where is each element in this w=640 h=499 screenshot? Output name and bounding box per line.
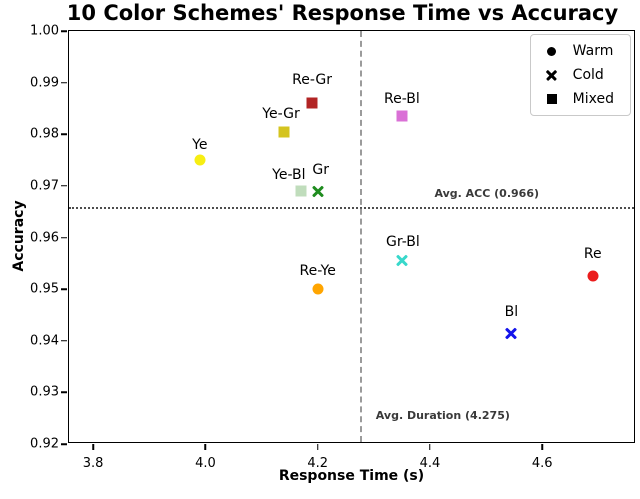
y-tick-mark: [61, 443, 67, 445]
circle-icon: [543, 43, 561, 59]
point-label-gr: Gr: [312, 162, 329, 179]
x-tick-mark: [204, 444, 207, 450]
x-tick-label: 4.6: [531, 456, 553, 471]
x-tick-mark: [429, 444, 431, 450]
x-axis-label: Response Time (s): [278, 468, 425, 484]
y-tick-mark: [61, 340, 67, 342]
point-label-ye-bl: Ye-Bl: [272, 167, 306, 184]
x-tick-mark: [541, 444, 543, 450]
y-tick-label: 0.94: [30, 333, 59, 349]
y-tick-mark: [61, 391, 67, 394]
data-point-re: [587, 270, 599, 282]
point-label-re-ye: Re-Ye: [299, 263, 336, 280]
legend: Warm Cold Mixed: [529, 34, 631, 116]
point-label-bl: Bl: [504, 304, 519, 320]
x-icon: [543, 67, 561, 83]
legend-label-cold: Cold: [572, 67, 604, 83]
legend-x-glyph: [545, 69, 558, 82]
point-label-ye: Ye: [192, 137, 208, 154]
point-label-re-bl: Re-Bl: [384, 91, 420, 108]
data-point-re-bl: [396, 110, 408, 122]
point-label-re: Re: [583, 246, 602, 263]
y-tick-mark: [61, 288, 67, 290]
legend-label-warm: Warm: [572, 43, 614, 59]
legend-entry-cold: Cold: [543, 67, 614, 83]
y-tick-mark: [61, 236, 67, 239]
data-point-ye-bl: [295, 185, 307, 197]
plot-area: 3.8 4.0 4.2 4.4 4.6 1.00 0.99 0.98 0.97 0.96 0.95 0…: [30, 24, 635, 471]
y-tick-mark: [61, 185, 67, 187]
legend-entry-mixed: Mixed: [543, 91, 614, 107]
y-tick-mark: [61, 30, 67, 32]
x-tick-label: 4.4: [419, 456, 441, 471]
x-tick-label: 4.2: [307, 456, 329, 471]
chart-title: 10 Color Schemes' Response Time vs Accur…: [66, 1, 619, 25]
data-point-ye: [194, 154, 206, 166]
data-point-bl: [504, 326, 518, 340]
data-point-ye-gr: [278, 126, 290, 138]
legend-circle-glyph: [547, 46, 557, 56]
y-tick-label: 0.93: [30, 384, 59, 400]
x-tick-label: 3.8: [82, 456, 104, 471]
avg-acc-line: [69, 206, 634, 209]
y-tick-label: 0.92: [30, 436, 59, 452]
legend-label-mixed: Mixed: [572, 91, 614, 107]
y-tick-label: 0.95: [30, 281, 59, 297]
point-label-gr-bl: Gr-Bl: [386, 233, 420, 250]
legend-entry-warm: Warm: [543, 43, 614, 59]
y-tick-label: 0.99: [30, 75, 59, 91]
x-tick-mark: [92, 444, 94, 450]
y-tick-label: 0.96: [30, 230, 59, 245]
y-tick-label: 0.98: [30, 126, 59, 142]
x-tick-mark: [316, 444, 319, 450]
data-point-re-gr: [306, 97, 318, 109]
y-tick-mark: [61, 133, 67, 135]
y-tick-label: 1.00: [30, 23, 59, 39]
square-icon: [543, 91, 561, 107]
x-tick-label: 4.0: [195, 456, 216, 471]
y-tick-label: 0.97: [30, 178, 59, 194]
data-point-gr-bl: [395, 254, 409, 268]
avg-duration-line: [359, 31, 362, 442]
point-label-ye-gr: Ye-Gr: [262, 105, 300, 122]
legend-square-glyph: [546, 94, 557, 104]
point-label-re-gr: Re-Gr: [292, 72, 333, 89]
avg-duration-line-label: Avg. Duration (4.275): [375, 409, 510, 422]
data-point-re-ye: [312, 283, 324, 295]
y-tick-mark: [61, 81, 67, 84]
data-point-gr: [311, 184, 325, 198]
avg-acc-line-label: Avg. ACC (0.966): [434, 186, 539, 200]
